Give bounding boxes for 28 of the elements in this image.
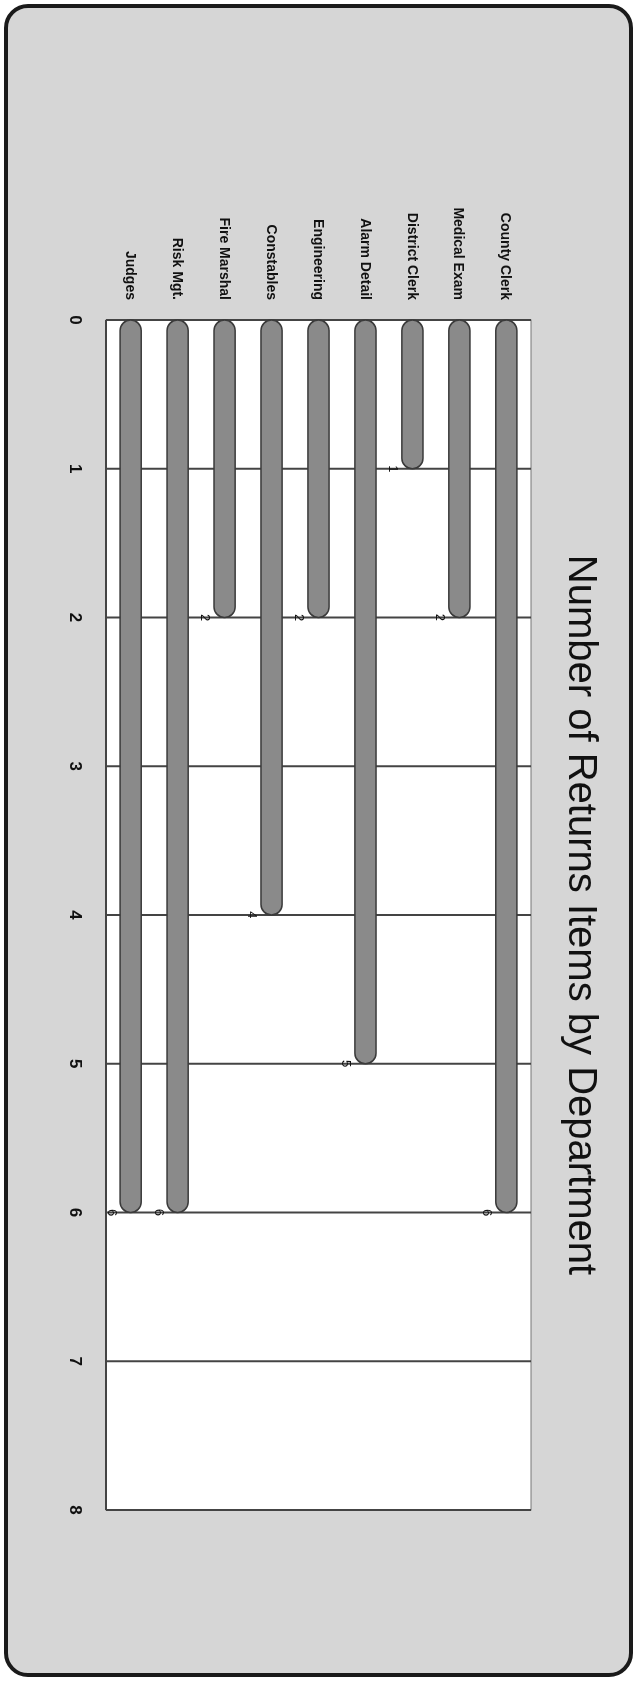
data-label: 6 bbox=[480, 1208, 496, 1217]
x-tick-label: Judges bbox=[122, 250, 139, 301]
y-tick-label: 6 bbox=[66, 1207, 86, 1218]
data-label: 2 bbox=[292, 613, 308, 622]
y-tick-label: 1 bbox=[66, 464, 86, 474]
x-tick-label: Risk Mgt. bbox=[169, 237, 186, 300]
x-tick-label: Alarm Detail bbox=[357, 218, 374, 300]
data-label: 5 bbox=[339, 1060, 355, 1068]
data-label: 1 bbox=[386, 465, 402, 473]
x-tick-label: Constables bbox=[263, 224, 280, 301]
y-tick-label: 0 bbox=[66, 315, 86, 325]
data-label: 4 bbox=[245, 911, 261, 919]
y-tick-label: 2 bbox=[66, 612, 86, 623]
y-tick-label: 4 bbox=[66, 910, 86, 921]
y-tick-label: 3 bbox=[66, 761, 86, 771]
data-label: 6 bbox=[104, 1208, 120, 1217]
text: Number of Returns Items by Department bbox=[561, 554, 605, 1276]
data-label: 6 bbox=[151, 1208, 167, 1217]
x-tick-label: District Clerk bbox=[404, 212, 421, 301]
data-label: 2 bbox=[198, 613, 214, 622]
x-tick-label: County Clerk bbox=[498, 212, 515, 301]
y-tick-label: 8 bbox=[66, 1505, 86, 1515]
x-tick-label: Engineering bbox=[310, 219, 327, 300]
y-tick-label: 7 bbox=[66, 1356, 86, 1366]
data-label: 2 bbox=[433, 613, 449, 622]
y-tick-label: 5 bbox=[66, 1059, 86, 1069]
x-tick-label: Fire Marshal bbox=[216, 217, 233, 300]
x-tick-label: Medical Exam bbox=[451, 207, 468, 300]
